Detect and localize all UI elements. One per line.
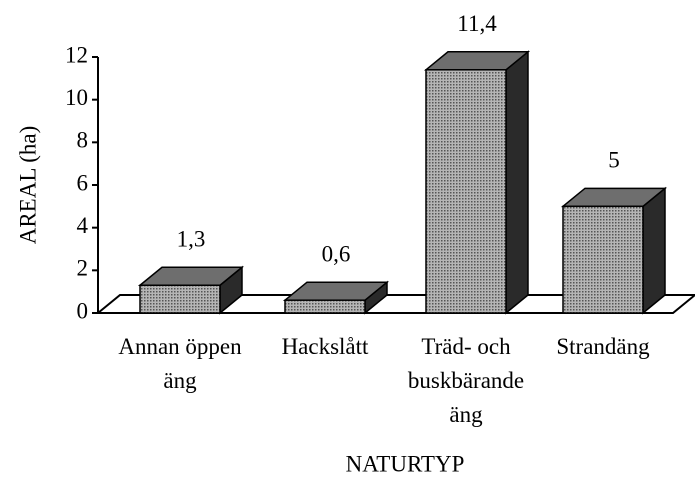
y-tick-label: 6 bbox=[77, 170, 89, 195]
y-tick-label: 2 bbox=[77, 256, 89, 281]
bar bbox=[562, 205, 644, 314]
bar-side bbox=[642, 186, 666, 315]
value-label: 0,6 bbox=[322, 241, 351, 266]
x-tick-label: Strandäng bbox=[556, 334, 650, 359]
bar bbox=[425, 69, 507, 314]
value-label: 5 bbox=[608, 148, 620, 173]
x-axis-label: NATURTYP bbox=[346, 451, 465, 476]
value-label: 11,4 bbox=[457, 11, 497, 36]
y-tick-label: 0 bbox=[77, 298, 89, 323]
y-tick-label: 4 bbox=[77, 213, 89, 238]
bar bbox=[284, 299, 366, 314]
x-tick-label: Träd- och buskbärande äng bbox=[407, 334, 525, 427]
y-tick-label: 8 bbox=[77, 128, 89, 153]
bar bbox=[139, 284, 221, 314]
y-tick-label: 10 bbox=[65, 85, 88, 110]
y-axis-label: AREAL (ha) bbox=[15, 126, 40, 245]
y-tick-label: 12 bbox=[65, 42, 88, 67]
value-label: 1,3 bbox=[177, 227, 206, 252]
x-tick-label: Hackslått bbox=[281, 334, 369, 359]
x-tick-label: Annan öppen äng bbox=[118, 334, 242, 393]
bar-side bbox=[505, 50, 529, 315]
